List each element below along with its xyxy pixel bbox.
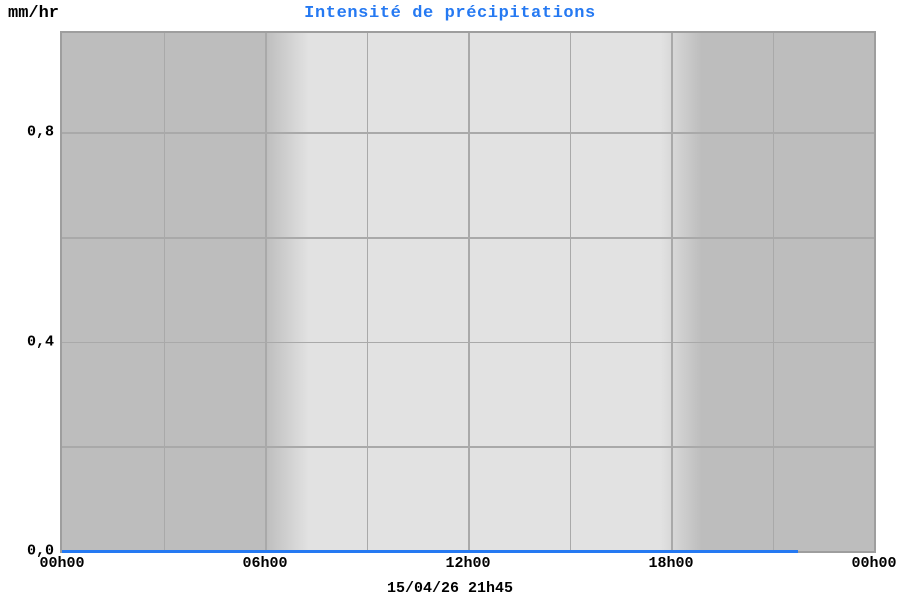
vertical-gridline [265,33,267,551]
chart-title: Intensité de précipitations [304,4,596,23]
x-tick-label: 06h00 [242,555,288,572]
y-axis-unit-label: mm/hr [8,4,60,23]
timestamp-label: 15/04/26 21h45 [386,580,514,597]
gridlines-layer [62,33,874,551]
x-tick-label: 00h00 [39,555,85,572]
horizontal-gridline [62,341,874,344]
x-tick-label: 12h00 [445,555,491,572]
y-tick-label: 0,0 [26,542,54,560]
horizontal-gridline [62,237,874,239]
vertical-gridline [366,33,368,551]
vertical-gridline [569,33,571,551]
y-tick-label: 0,8 [26,123,54,141]
vertical-gridline [671,33,673,551]
y-tick-label: 0,4 [26,333,54,351]
vertical-gridline [468,33,470,551]
horizontal-gridline [62,446,874,448]
plot-area: 00h00 06h00 12h00 18h00 00h00 0,0 0,4 0,8 [27,31,897,572]
vertical-gridline [772,33,774,551]
x-tick-label: 18h00 [648,555,694,572]
horizontal-gridline [62,132,874,134]
precipitation-line [62,550,798,553]
x-tick-label: 00h00 [851,555,897,572]
vertical-gridline [163,33,165,551]
